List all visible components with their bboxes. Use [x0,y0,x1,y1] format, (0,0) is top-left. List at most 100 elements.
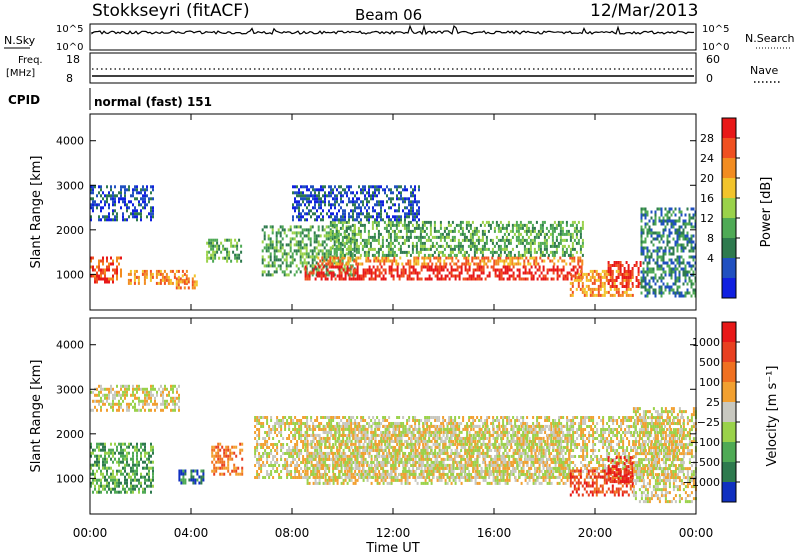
velocity-cell [274,428,276,431]
power-cell [306,228,308,231]
velocity-cell [254,419,256,422]
power-cell [164,276,166,279]
power-cell [517,269,519,272]
power-cell [360,242,362,245]
power-cell [334,215,336,218]
velocity-cell [334,416,336,419]
power-cell [616,270,618,273]
power-cell [598,291,600,294]
velocity-cell [118,470,120,473]
power-cell [543,266,545,269]
velocity-cell [114,394,116,397]
power-cell [226,254,228,257]
power-cell [360,230,362,233]
power-cell [478,239,480,242]
power-cell [687,238,689,241]
velocity-cell [142,403,144,406]
power-cell [661,256,663,259]
velocity-cell [376,416,378,419]
power-cell [152,212,154,215]
power-cell [398,203,400,206]
power-cell [534,236,536,239]
power-cell [158,273,160,276]
velocity-cell [154,388,156,391]
velocity-cell [312,425,314,428]
power-cell [150,273,152,276]
power-cell [144,194,146,197]
power-cell [651,256,653,259]
power-cell [495,275,497,278]
power-cell [693,226,695,229]
power-cell [290,225,292,228]
power-cell [507,272,509,275]
power-cell [349,275,351,278]
velocity-cell [144,449,146,452]
velocity-cell [128,409,130,412]
power-cell [98,260,100,263]
power-cell [390,251,392,254]
power-cell [354,230,356,233]
power-cell [224,248,226,251]
power-cell [520,239,522,242]
power-cell [323,275,325,278]
power-cell [453,263,455,266]
power-cell [669,211,671,214]
velocity-cell [233,446,235,449]
power-cell [679,220,681,223]
power-cell [124,188,126,191]
velocity-cell [124,455,126,458]
power-cell [685,280,687,283]
power-cell [506,230,508,233]
power-cell [421,278,423,281]
power-cell [473,263,475,266]
power-cell [339,263,341,266]
power-cell [582,245,584,248]
velocity-cell [310,470,312,473]
velocity-cell [254,437,256,440]
power-cell [614,285,616,288]
power-cell [471,257,473,260]
power-cell [459,278,461,281]
power-cell [541,260,543,263]
velocity-cell [136,443,138,446]
power-cell [450,254,452,257]
power-cell [647,256,649,259]
power-cell [420,251,422,254]
power-cell [665,208,667,211]
power-cell [270,237,272,240]
power-cell [430,254,432,257]
power-cell [560,227,562,230]
power-cell [444,230,446,233]
velocity-cell [100,473,102,476]
power-cell [358,221,360,224]
power-cell [596,288,598,291]
power-cell [360,218,362,221]
velocity-cell [356,422,358,425]
power-cell [643,268,645,271]
velocity-cell [308,434,310,437]
power-cell [355,263,357,266]
power-cell [418,227,420,230]
power-cell [284,273,286,276]
power-cell [600,279,602,282]
velocity-cell [227,458,229,461]
power-cell [347,260,349,263]
power-cell [306,200,308,203]
power-cell [492,242,494,245]
power-cell [551,278,553,281]
velocity-cell [268,428,270,431]
power-cell [579,260,581,263]
power-cell [194,280,196,283]
power-cell [130,212,132,215]
power-cell [320,185,322,188]
power-cell [309,278,311,281]
velocity-cell [120,443,122,446]
power-cell [102,206,104,209]
power-cell [262,249,264,252]
power-cell [477,266,479,269]
power-cell [663,256,665,259]
power-cell [128,200,130,203]
power-cell [146,276,148,279]
power-cell [643,286,645,289]
power-cell [452,239,454,242]
